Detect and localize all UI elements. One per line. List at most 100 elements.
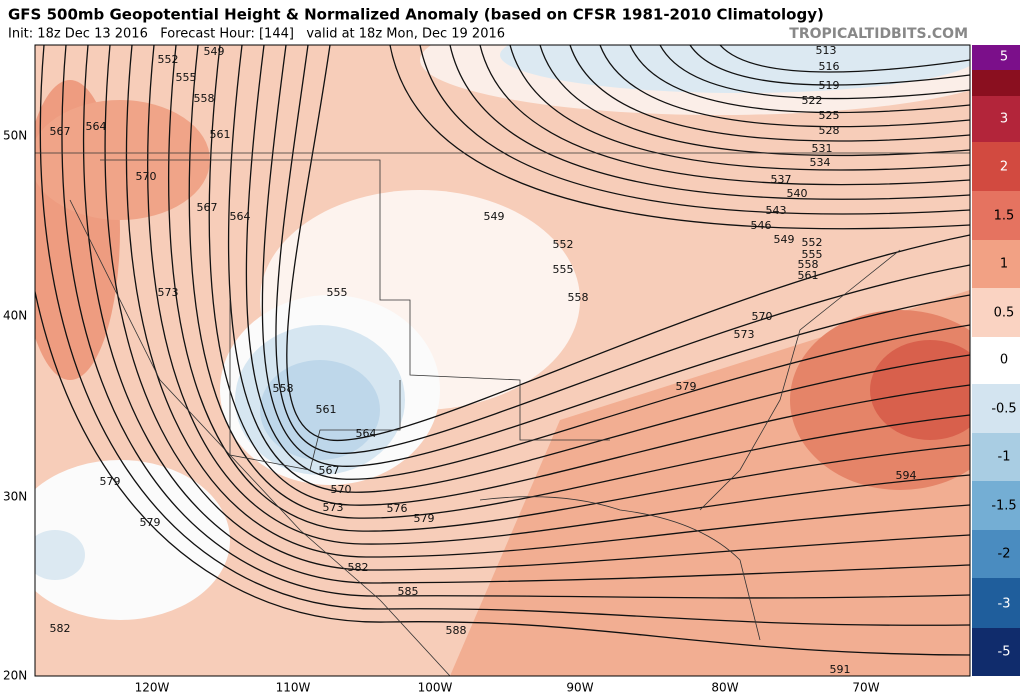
contour [659, 45, 970, 100]
contour-label: 513 [816, 44, 837, 57]
contour-label: 573 [323, 501, 344, 514]
lat-label: 30N [3, 490, 27, 504]
colorbar-label: 3 [1000, 112, 1008, 127]
contour-label: 558 [273, 382, 294, 395]
subtitle: Init: 18z Dec 13 2016 Forecast Hour: [14… [8, 27, 505, 42]
lat-label: 40N [3, 309, 27, 323]
brand: TROPICALTIDBITS.COM [789, 26, 968, 42]
contour-label: 582 [50, 622, 71, 635]
contour-label: 588 [446, 624, 467, 637]
contour [419, 45, 970, 215]
contour-label: 567 [50, 125, 71, 138]
colorbar-label: 0 [1000, 353, 1008, 368]
contour-label: 528 [819, 124, 840, 137]
contour [479, 45, 970, 186]
lon-label: 70W [852, 681, 879, 695]
contour [261, 45, 970, 467]
colorbar-swatch [972, 240, 1020, 288]
contour-label: 558 [194, 92, 215, 105]
lat-label: 50N [3, 129, 27, 143]
contour [168, 45, 970, 532]
contour-label: 546 [751, 219, 772, 232]
map [35, 45, 970, 676]
colorbar-label: 2 [1000, 160, 1008, 175]
colorbar-swatch [972, 96, 1020, 142]
contour [689, 45, 970, 86]
contour [599, 45, 970, 128]
colorbar-label: -0.5 [991, 402, 1016, 417]
colorbar-label: -1 [998, 450, 1011, 465]
contour-label: 585 [398, 585, 419, 598]
contour-label: 591 [830, 663, 851, 676]
contour-label: 570 [331, 483, 352, 496]
colorbar-swatch [972, 433, 1020, 481]
contour-label: 558 [798, 258, 819, 271]
colorbar-swatch [972, 578, 1020, 628]
contour-label: 579 [676, 380, 697, 393]
colorbar-label: 0.5 [994, 306, 1015, 321]
contour [188, 45, 970, 519]
colorbar-swatch [972, 481, 1020, 530]
colorbar-label: -1.5 [991, 499, 1016, 514]
colorbar-label: -2 [998, 547, 1011, 562]
contour-label: 558 [568, 291, 589, 304]
contour-label: 552 [553, 238, 574, 251]
lon-label: 90W [566, 681, 593, 695]
title: GFS 500mb Geopotential Height & Normaliz… [8, 6, 824, 24]
contour-label: 579 [140, 516, 161, 529]
contour-label: 534 [810, 156, 831, 169]
contour [389, 45, 970, 230]
contour [569, 45, 970, 142]
contour [719, 45, 970, 73]
contour [208, 45, 970, 506]
contour-label: 573 [158, 286, 179, 299]
contour-label: 555 [327, 286, 348, 299]
contour-label: 564 [86, 120, 107, 133]
colorbar-label: 1 [1000, 257, 1008, 272]
colorbar-swatch [972, 288, 1020, 337]
contour-label: 555 [553, 263, 574, 276]
contour [61, 45, 970, 599]
contour [39, 45, 970, 626]
contour [82, 45, 970, 584]
contour-label: 531 [812, 142, 833, 155]
contour [449, 45, 970, 200]
contour-label: 594 [896, 469, 917, 482]
contour-label: 567 [197, 201, 218, 214]
contour-label: 516 [819, 60, 840, 73]
contour-label: 543 [766, 204, 787, 217]
colorbar-swatch [972, 384, 1020, 433]
contour [509, 45, 970, 171]
contour-label: 564 [230, 210, 251, 223]
colorbar-swatch [972, 628, 1020, 676]
contour-label: 549 [774, 233, 795, 246]
contour-label: 561 [316, 403, 337, 416]
contour-label: 555 [802, 248, 823, 261]
contour-label: 567 [319, 464, 340, 477]
contour-label: 525 [819, 109, 840, 122]
lon-label: 100W [418, 681, 453, 695]
lon-label: 110W [276, 681, 311, 695]
contour-label: 582 [348, 561, 369, 574]
contour [245, 45, 970, 480]
colorbar-swatch [972, 337, 1020, 384]
colorbar-swatch [972, 191, 1020, 240]
colorbar-label: -3 [998, 597, 1011, 612]
contour [629, 45, 970, 114]
contour-label: 564 [356, 427, 377, 440]
contour-label: 519 [819, 79, 840, 92]
contour-label: 549 [484, 210, 505, 223]
colorbar-swatch [972, 530, 1020, 578]
colorbar-label: -5 [998, 645, 1011, 660]
contour-label: 579 [414, 512, 435, 525]
contour-label: 573 [734, 328, 755, 341]
contour [539, 45, 970, 157]
lat-label: 20N [3, 669, 27, 683]
colorbar-label: 1.5 [994, 209, 1015, 224]
contour-label: 552 [158, 53, 179, 66]
contour-label: 555 [176, 71, 197, 84]
contour-label: 570 [136, 170, 157, 183]
contour [35, 287, 970, 656]
